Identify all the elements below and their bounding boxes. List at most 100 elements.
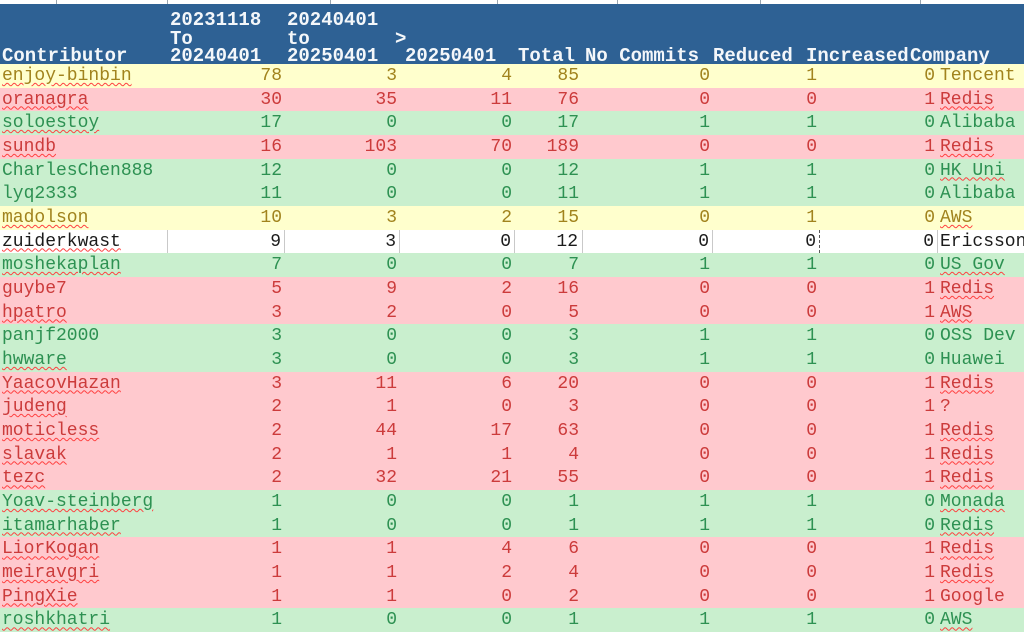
period2-cell[interactable]: 0 [285,182,400,206]
reduced-cell[interactable]: 1 [713,159,820,183]
contributor-cell[interactable]: soloestoy [0,111,168,135]
period3-cell[interactable]: 17 [400,419,515,443]
reduced-cell[interactable]: 1 [713,348,820,372]
period2-cell[interactable]: 2 [285,301,400,325]
contributor-cell[interactable]: madolson [0,206,168,230]
increased-cell[interactable]: 1 [820,537,938,561]
period1-cell[interactable]: 1 [168,608,285,632]
period1-cell[interactable]: 3 [168,324,285,348]
period2-cell[interactable]: 103 [285,135,400,159]
no-commits-cell[interactable]: 1 [583,111,713,135]
period3-cell[interactable]: 0 [400,395,515,419]
total-cell[interactable]: 4 [515,443,583,467]
reduced-cell[interactable]: 0 [713,585,820,609]
contributor-cell[interactable]: Yoav-steinberg [0,490,168,514]
period3-cell[interactable]: 0 [400,514,515,538]
period3-cell[interactable]: 0 [400,301,515,325]
increased-cell[interactable]: 1 [820,372,938,396]
company-cell[interactable]: Redis [938,372,1024,396]
total-cell[interactable]: 11 [515,182,583,206]
total-cell[interactable]: 3 [515,348,583,372]
period1-cell[interactable]: 3 [168,301,285,325]
no-commits-cell[interactable]: 0 [583,301,713,325]
increased-cell[interactable]: 0 [820,182,938,206]
period3-cell[interactable]: 0 [400,182,515,206]
period1-cell[interactable]: 2 [168,443,285,467]
period2-cell[interactable]: 1 [285,537,400,561]
reduced-cell[interactable]: 1 [713,206,820,230]
contributor-cell[interactable]: tezc [0,466,168,490]
period2-cell[interactable]: 44 [285,419,400,443]
period1-cell[interactable]: 1 [168,561,285,585]
reduced-cell[interactable]: 1 [713,324,820,348]
total-cell[interactable]: 189 [515,135,583,159]
company-cell[interactable]: OSS Dev [938,324,1024,348]
contributor-cell[interactable]: YaacovHazan [0,372,168,396]
period3-cell[interactable]: 0 [400,490,515,514]
period2-cell[interactable]: 0 [285,514,400,538]
total-cell[interactable]: 7 [515,253,583,277]
company-cell[interactable]: Redis [938,443,1024,467]
period3-cell[interactable]: 2 [400,206,515,230]
contributor-cell[interactable]: slavak [0,443,168,467]
contributor-cell[interactable]: oranagra [0,88,168,112]
company-cell[interactable]: HK Uni [938,159,1024,183]
reduced-cell[interactable]: 1 [713,182,820,206]
period1-cell[interactable]: 78 [168,64,285,88]
period3-cell[interactable]: 0 [400,324,515,348]
period1-cell[interactable]: 10 [168,206,285,230]
increased-cell[interactable]: 1 [820,135,938,159]
period2-cell[interactable]: 0 [285,253,400,277]
period1-cell[interactable]: 1 [168,490,285,514]
total-cell[interactable]: 12 [515,229,583,254]
increased-cell[interactable]: 1 [820,395,938,419]
company-cell[interactable]: Redis [938,466,1024,490]
reduced-cell[interactable]: 0 [713,466,820,490]
period1-cell[interactable]: 9 [168,229,285,254]
no-commits-cell[interactable]: 1 [583,159,713,183]
no-commits-cell[interactable]: 1 [583,253,713,277]
reduced-cell[interactable]: 0 [713,443,820,467]
total-cell[interactable]: 2 [515,585,583,609]
period3-cell[interactable]: 2 [400,561,515,585]
reduced-cell[interactable]: 0 [713,395,820,419]
period1-cell[interactable]: 3 [168,348,285,372]
total-cell[interactable]: 85 [515,64,583,88]
reduced-cell[interactable]: 0 [713,561,820,585]
period1-cell[interactable]: 12 [168,159,285,183]
company-cell[interactable]: AWS [938,206,1024,230]
period3-cell[interactable]: 2 [400,277,515,301]
period1-cell[interactable]: 1 [168,585,285,609]
total-cell[interactable]: 5 [515,301,583,325]
reduced-cell[interactable]: 1 [713,514,820,538]
period3-cell[interactable]: 70 [400,135,515,159]
no-commits-cell[interactable]: 1 [583,514,713,538]
no-commits-cell[interactable]: 1 [583,490,713,514]
reduced-cell[interactable]: 0 [713,301,820,325]
period2-cell[interactable]: 0 [285,608,400,632]
contributor-cell[interactable]: lyq2333 [0,182,168,206]
increased-cell[interactable]: 0 [820,64,938,88]
period3-cell[interactable]: 4 [400,64,515,88]
increased-cell[interactable]: 0 [820,206,938,230]
period3-cell[interactable]: 0 [400,253,515,277]
increased-cell[interactable]: 0 [820,514,938,538]
reduced-cell[interactable]: 0 [713,537,820,561]
no-commits-cell[interactable]: 0 [583,135,713,159]
increased-cell[interactable]: 1 [820,277,938,301]
company-cell[interactable]: US Gov [938,253,1024,277]
no-commits-cell[interactable]: 0 [583,229,713,254]
total-cell[interactable]: 63 [515,419,583,443]
period3-cell[interactable]: 21 [400,466,515,490]
period3-cell[interactable]: 0 [400,159,515,183]
company-cell[interactable]: Redis [938,135,1024,159]
total-cell[interactable]: 12 [515,159,583,183]
period3-cell[interactable]: 0 [400,348,515,372]
company-cell[interactable]: Google [938,585,1024,609]
no-commits-cell[interactable]: 0 [583,443,713,467]
no-commits-cell[interactable]: 0 [583,277,713,301]
period2-cell[interactable]: 1 [285,443,400,467]
total-cell[interactable]: 17 [515,111,583,135]
no-commits-cell[interactable]: 0 [583,206,713,230]
reduced-cell[interactable]: 1 [713,490,820,514]
